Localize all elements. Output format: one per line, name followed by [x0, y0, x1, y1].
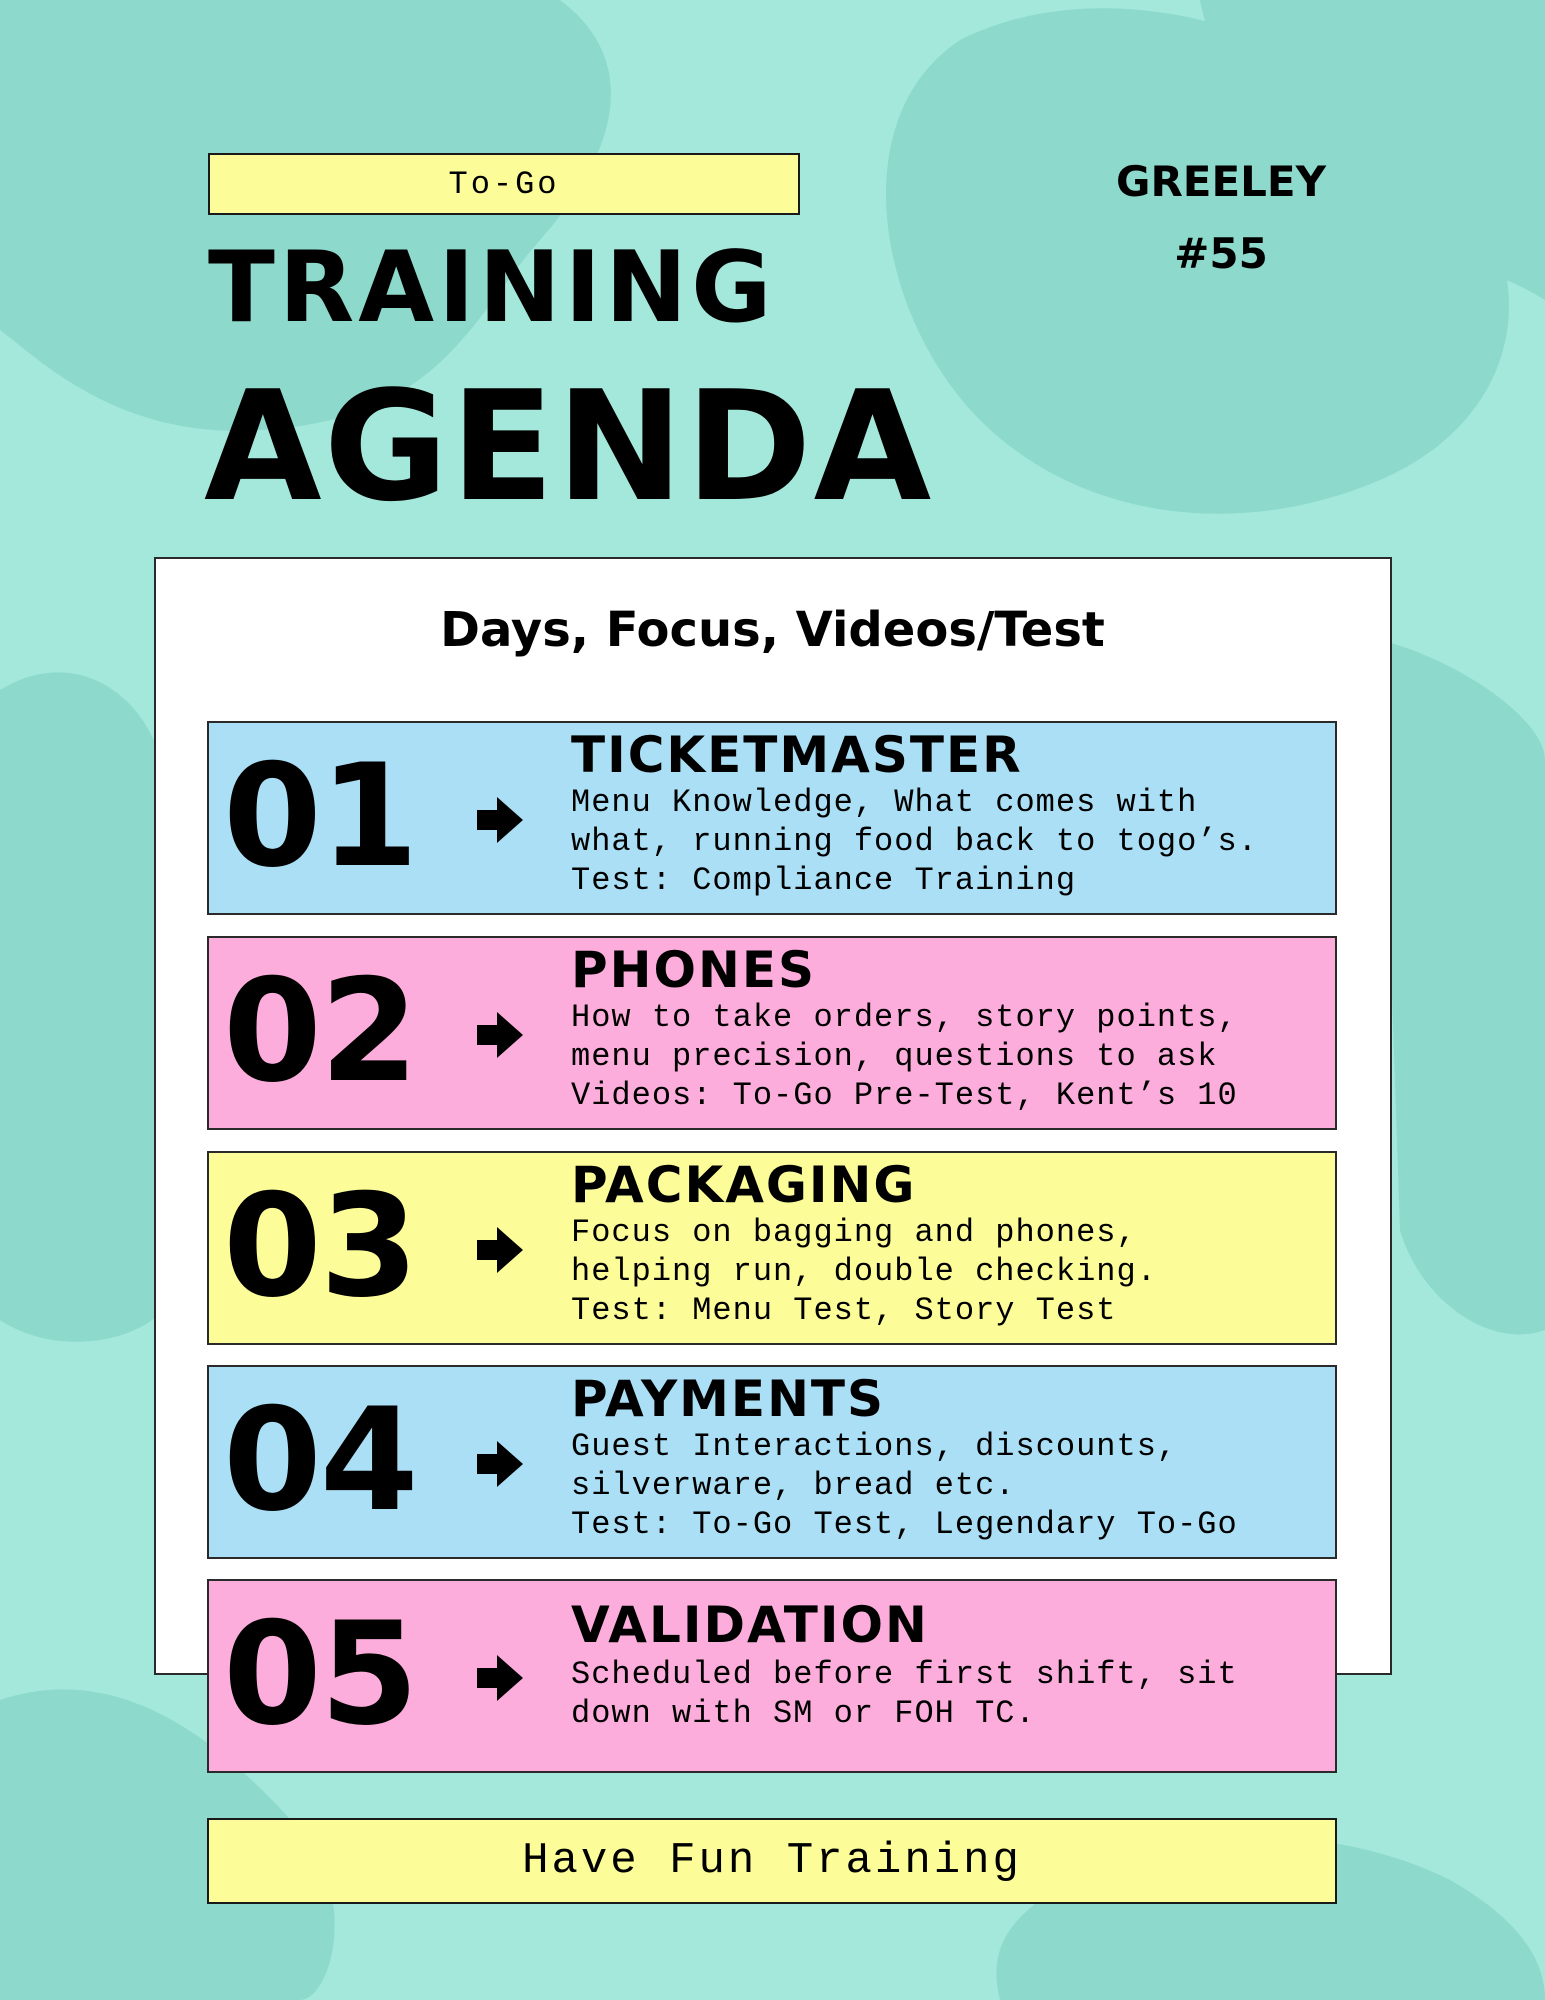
day-row-01: 01 TICKETMASTER Menu Knowledge, What com… — [207, 721, 1337, 915]
day-row-03: 03 PACKAGING Focus on bagging and phones… — [207, 1151, 1337, 1345]
day-row-04: 04 PAYMENTS Guest Interactions, discount… — [207, 1365, 1337, 1559]
day-title: PACKAGING — [571, 1156, 917, 1214]
day-detail-line: what, running food back to togo’s. — [571, 823, 1258, 860]
day-number: 03 — [223, 1164, 419, 1329]
arrow-right-icon — [477, 1655, 523, 1701]
title-training: TRAINING — [208, 231, 776, 345]
day-details: TICKETMASTER Menu Knowledge, What comes … — [571, 727, 1325, 900]
day-detail-line: down with SM or FOH TC. — [571, 1695, 1036, 1732]
day-row-02: 02 PHONES How to take orders, story poin… — [207, 936, 1337, 1130]
location-name: GREELEY — [1115, 157, 1327, 206]
panel-heading: Days, Focus, Videos/Test — [440, 602, 1105, 658]
day-detail-line: Test: Compliance Training — [571, 862, 1077, 899]
day-number: 01 — [223, 734, 419, 899]
day-number: 05 — [223, 1592, 419, 1757]
day-title: TICKETMASTER — [571, 726, 1023, 784]
arrow-right-icon — [477, 1227, 523, 1273]
day-number: 04 — [223, 1378, 419, 1543]
arrow-right-icon — [477, 1012, 523, 1058]
day-detail-line: Menu Knowledge, What comes with — [571, 784, 1198, 821]
day-details: PHONES How to take orders, story points,… — [571, 942, 1325, 1115]
day-title: PHONES — [571, 941, 817, 999]
footer-banner: Have Fun Training — [207, 1818, 1337, 1904]
day-detail-line: Focus on bagging and phones, — [571, 1214, 1137, 1251]
location-block: GREELEY #55 — [1098, 146, 1344, 290]
day-number: 02 — [223, 949, 419, 1114]
arrow-right-icon — [477, 1441, 523, 1487]
to-go-tag: To-Go — [208, 153, 800, 215]
day-detail-line: How to take orders, story points, — [571, 999, 1238, 1036]
day-title: VALIDATION — [571, 1596, 929, 1654]
day-detail-line: Scheduled before first shift, sit — [571, 1656, 1238, 1693]
day-detail-line: Test: Menu Test, Story Test — [571, 1292, 1117, 1329]
arrow-right-icon — [477, 797, 523, 843]
day-detail-line: Test: To-Go Test, Legendary To-Go — [571, 1506, 1238, 1543]
day-title: PAYMENTS — [571, 1370, 886, 1428]
day-row-05: 05 VALIDATION Scheduled before first shi… — [207, 1579, 1337, 1773]
day-detail-line: Guest Interactions, discounts, — [571, 1428, 1178, 1465]
day-details: PACKAGING Focus on bagging and phones, h… — [571, 1157, 1325, 1330]
day-detail-line: helping run, double checking. — [571, 1253, 1157, 1290]
day-detail-line: silverware, bread etc. — [571, 1467, 1016, 1504]
day-details: PAYMENTS Guest Interactions, discounts, … — [571, 1371, 1325, 1544]
day-details: VALIDATION Scheduled before first shift,… — [571, 1597, 1325, 1733]
day-detail-line: menu precision, questions to ask — [571, 1038, 1218, 1075]
title-agenda: AGENDA — [204, 358, 934, 535]
day-detail-line: Videos: To-Go Pre-Test, Kent’s 10 — [571, 1077, 1238, 1114]
location-number: #55 — [1174, 229, 1268, 278]
